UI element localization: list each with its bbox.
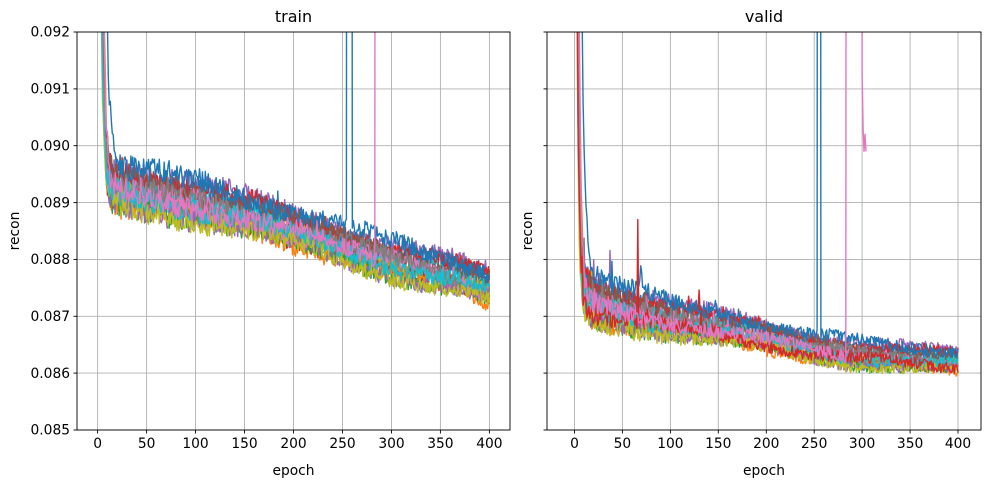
train-xlabel: epoch	[272, 463, 314, 479]
run-line	[101, 32, 491, 298]
x-tick-label: 350	[897, 436, 923, 452]
y-tick-label: 0.087	[31, 309, 71, 325]
run-line	[103, 32, 376, 268]
x-tick-label: 300	[378, 436, 404, 452]
run-line	[576, 32, 959, 374]
x-tick-label: 100	[657, 436, 683, 452]
y-tick-label: 0.091	[31, 82, 71, 98]
valid-axes-border	[546, 31, 982, 431]
x-tick-label: 100	[182, 436, 208, 452]
x-tick-label: 0	[93, 436, 102, 452]
train-ylabel: recon	[7, 212, 23, 251]
y-tick-label: 0.088	[31, 252, 71, 268]
y-tick-label: 0.089	[31, 195, 71, 211]
x-tick-label: 200	[753, 436, 779, 452]
y-tick-label: 0.086	[31, 366, 71, 382]
x-tick-label: 400	[476, 436, 502, 452]
x-tick-label: 250	[329, 436, 355, 452]
run-line	[576, 32, 959, 375]
y-tick-label: 0.090	[31, 138, 71, 154]
x-tick-label: 150	[231, 436, 257, 452]
subplot-valid: 0 50 100 150 200 250 300 350 400 valid epoch rec…	[520, 7, 982, 479]
train-ticks: 0 50 100 150 200 250 300 350 400 0.085 0.086 0.087 0…	[31, 25, 503, 452]
train-axes-border	[76, 31, 511, 431]
x-tick-label: 50	[614, 436, 632, 452]
x-tick-label: 300	[849, 436, 875, 452]
x-tick-label: 150	[705, 436, 731, 452]
train-title: train	[275, 7, 312, 26]
x-tick-label: 250	[801, 436, 827, 452]
y-tick-label: 0.092	[31, 25, 71, 41]
subplot-train: 0 50 100 150 200 250 300 350 400 0.085 0.086 0.087 0…	[7, 7, 511, 479]
x-tick-label: 350	[427, 436, 453, 452]
valid-ticks: 0 50 100 150 200 250 300 350 400	[543, 31, 971, 452]
valid-title: valid	[745, 7, 783, 26]
valid-run-lines	[576, 32, 959, 377]
y-tick-label: 0.085	[31, 423, 71, 439]
valid-ylabel: recon	[520, 212, 536, 251]
x-tick-label: 50	[138, 436, 156, 452]
x-tick-label: 0	[570, 436, 579, 452]
valid-xlabel: epoch	[743, 463, 785, 479]
x-tick-label: 200	[280, 436, 306, 452]
x-tick-label: 400	[945, 436, 971, 452]
run-line	[578, 32, 867, 364]
train-run-lines	[100, 32, 491, 311]
run-line	[106, 32, 491, 284]
